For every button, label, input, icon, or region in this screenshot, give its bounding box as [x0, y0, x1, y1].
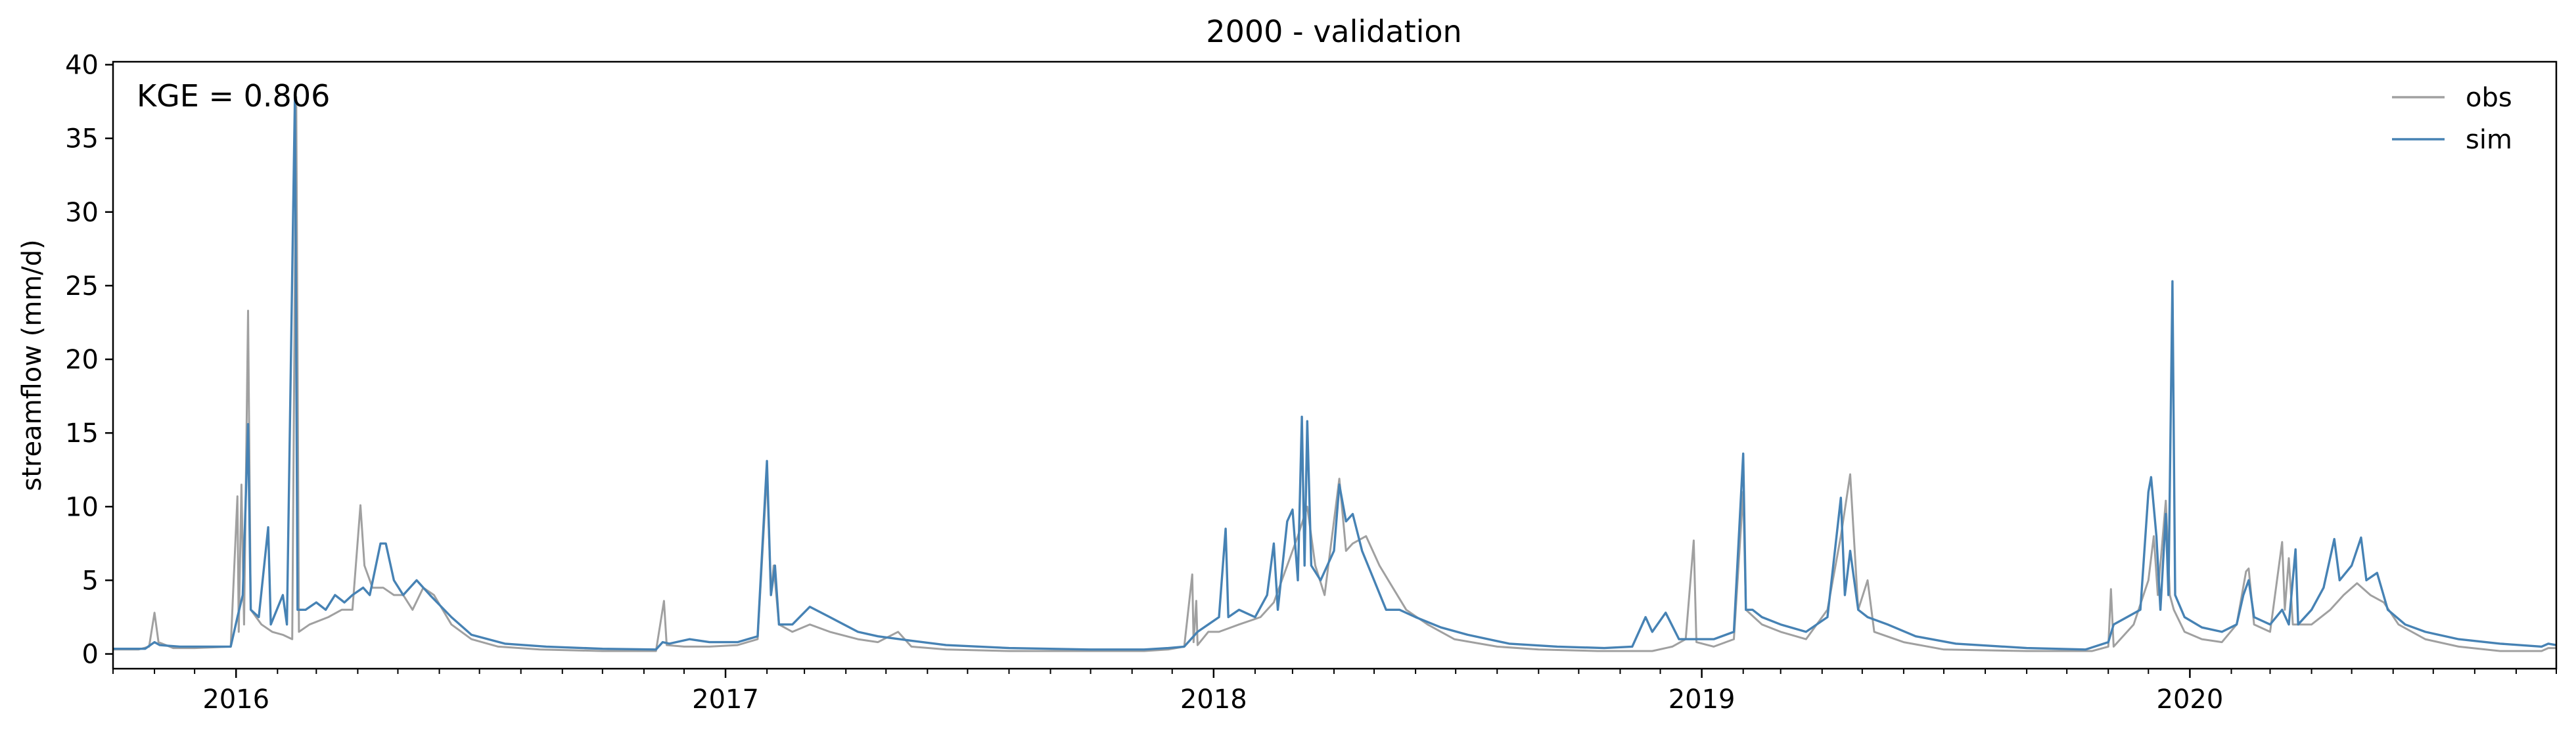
- y-tick-label: 20: [65, 345, 99, 375]
- y-axis-label: streamflow (mm/d): [17, 239, 47, 491]
- chart-title: 2000 - validation: [1206, 14, 1461, 49]
- legend-label-sim: sim: [2466, 125, 2512, 155]
- x-tick-label: 2018: [1180, 684, 1247, 715]
- series-line-sim: [113, 94, 2556, 651]
- kge-annotation: KGE = 0.806: [137, 78, 330, 114]
- y-tick-label: 5: [82, 566, 99, 596]
- y-tick-label: 35: [65, 124, 99, 154]
- legend: obs sim: [2392, 83, 2512, 155]
- y-tick-label: 25: [65, 271, 99, 302]
- y-tick-label: 10: [65, 492, 99, 522]
- x-tick-label: 2017: [692, 684, 759, 715]
- x-tick-label: 2020: [2157, 684, 2224, 715]
- y-tick-label: 15: [65, 418, 99, 449]
- y-tick-label: 30: [65, 198, 99, 228]
- y-tick-label: 40: [65, 50, 99, 80]
- x-tick-label: 2016: [202, 684, 269, 715]
- x-tick-label: 2019: [1668, 684, 1736, 715]
- plot-frame: [112, 60, 2558, 670]
- legend-label-obs: obs: [2466, 83, 2512, 113]
- y-tick-label: 0: [82, 640, 99, 670]
